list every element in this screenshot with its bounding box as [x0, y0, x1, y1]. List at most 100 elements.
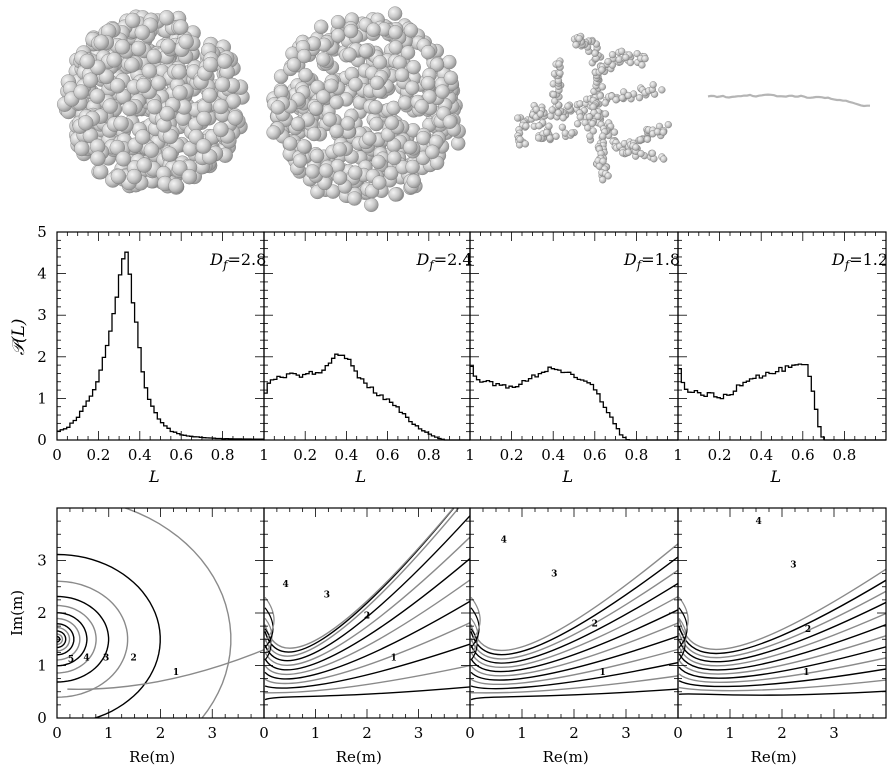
y-tick-label: 0 — [37, 431, 47, 449]
x-tick-label: 3 — [621, 724, 631, 742]
histogram-series — [57, 251, 264, 440]
x-tick-label: 0.6 — [583, 446, 607, 464]
x-tick-label: 0.4 — [128, 446, 152, 464]
x-axis-label: L — [769, 467, 781, 486]
contour-label: 1 — [391, 654, 397, 664]
cluster-rendering — [266, 6, 466, 213]
x-tick-label: 3 — [207, 724, 217, 742]
x-axis-label: L — [561, 467, 573, 486]
cluster-rendering — [707, 93, 870, 108]
fractal-dimension-label: Df=2.4 — [415, 250, 472, 272]
histogram-series — [470, 365, 678, 441]
x-tick-label: 0 — [52, 446, 62, 464]
x-axis-label: L — [355, 467, 367, 486]
histogram-series — [264, 353, 470, 441]
contour-label: 4 — [83, 654, 89, 664]
fractal-dimension-label: Df=1.8 — [623, 250, 680, 272]
x-tick-label: 0.6 — [169, 446, 193, 464]
x-tick-label: 0 — [52, 724, 62, 742]
contour-frame — [56, 507, 265, 719]
y-axis-label: 𝒫(L) — [9, 319, 29, 356]
histogram-panel: 1 0.2 0.4 0.6 0.8 L Df=1.8 — [465, 231, 680, 486]
contour-label: 5 — [68, 655, 74, 665]
x-tick-label: 1 — [311, 724, 321, 742]
x-tick-label: 2 — [362, 724, 372, 742]
cluster-rendering — [56, 9, 250, 195]
contour-label: 1 — [599, 668, 605, 678]
fractal-dimension-label: Df=2.8 — [209, 250, 266, 272]
contour-lines — [264, 508, 470, 701]
fractal-dimension-label: Df=1.2 — [831, 250, 888, 272]
x-axis-label: Re(m) — [336, 748, 382, 766]
x-tick-label: 1 — [465, 446, 475, 464]
x-tick-label: 1 — [673, 446, 683, 464]
contour-label: 4 — [501, 536, 507, 546]
contour-label: 2 — [130, 654, 136, 664]
y-tick-label: 1 — [37, 389, 47, 407]
contour-label: 1 — [173, 668, 179, 678]
x-tick-label: 0.4 — [541, 446, 565, 464]
y-tick-label: 1 — [37, 657, 47, 675]
y-tick-label: 4 — [37, 265, 47, 283]
histogram-panel: 1 0.2 0.4 0.6 0.8 L Df=1.2 — [673, 231, 888, 486]
contour-panel: 4 3 2 1 0 1 2 3 Re(m) — [673, 507, 887, 766]
contour-label: 4 — [282, 580, 288, 590]
x-tick-label: 0.2 — [708, 446, 732, 464]
contour-label: 3 — [551, 570, 557, 580]
y-tick-label: 2 — [37, 604, 47, 622]
contour-label: 4 — [755, 517, 761, 527]
x-tick-label: 0.4 — [334, 446, 358, 464]
x-tick-label: 1 — [517, 724, 527, 742]
cluster-renderings — [56, 6, 870, 213]
x-tick-label: 2 — [156, 724, 166, 742]
x-tick-label: 1 — [259, 446, 269, 464]
x-tick-label: 0.8 — [832, 446, 856, 464]
x-tick-label: 0.4 — [749, 446, 773, 464]
x-tick-label: 0 — [259, 724, 269, 742]
x-tick-label: 3 — [829, 724, 839, 742]
y-tick-label: 2 — [37, 348, 47, 366]
contour-panel: 4 3 2 1 0 1 2 3 Re(m) — [465, 507, 679, 766]
contour-panel: 5 4 3 2 1 0 1 2 3 Re(m) — [52, 507, 265, 766]
contour-label: 2 — [805, 625, 811, 635]
x-tick-label: 0.8 — [624, 446, 648, 464]
x-tick-label: 0.2 — [86, 446, 110, 464]
x-tick-label: 2 — [777, 724, 787, 742]
contour-panel: 4 3 2 1 0 1 2 3 Re(m) — [259, 507, 471, 766]
histogram-panel: 1 0.2 0.4 0.6 0.8 L Df=2.4 — [259, 231, 473, 486]
contour-label: 3 — [324, 591, 330, 601]
x-tick-label: 3 — [414, 724, 424, 742]
cluster-rendering — [514, 32, 672, 184]
x-tick-label: 0.2 — [293, 446, 317, 464]
contour-lines — [678, 568, 886, 696]
histogram-row: 0 0.2 0.4 0.6 0.8 L Df=2.8 1 0.2 0.4 0.6 0.8 L Df=2.4… — [9, 223, 888, 486]
y-axis-label: Im(m) — [8, 590, 26, 636]
y-tick-label: 0 — [37, 709, 47, 727]
x-tick-label: 0.6 — [376, 446, 400, 464]
contour-label: 2 — [592, 620, 598, 630]
x-axis-label: Re(m) — [543, 748, 589, 766]
x-tick-label: 0.8 — [417, 446, 441, 464]
x-tick-label: 0 — [465, 724, 475, 742]
x-tick-label: 0 — [673, 724, 683, 742]
histogram-series — [678, 363, 886, 441]
contour-label: 3 — [790, 561, 796, 571]
x-tick-label: 2 — [569, 724, 579, 742]
contour-label: 2 — [364, 612, 370, 622]
x-axis-label: Re(m) — [129, 748, 175, 766]
y-tick-label: 3 — [37, 552, 47, 570]
contour-label: 3 — [103, 654, 109, 664]
x-axis-label: L — [148, 467, 160, 486]
y-tick-label: 3 — [37, 306, 47, 324]
x-tick-label: 0.8 — [211, 446, 235, 464]
x-axis-label: Re(m) — [751, 748, 797, 766]
x-tick-label: 1 — [104, 724, 114, 742]
contour-label: 1 — [803, 668, 809, 678]
x-tick-label: 0.2 — [500, 446, 524, 464]
contour-lines — [470, 542, 678, 701]
histogram-panel: 0 0.2 0.4 0.6 0.8 L Df=2.8 — [52, 231, 266, 486]
y-tick-label: 5 — [37, 223, 47, 241]
